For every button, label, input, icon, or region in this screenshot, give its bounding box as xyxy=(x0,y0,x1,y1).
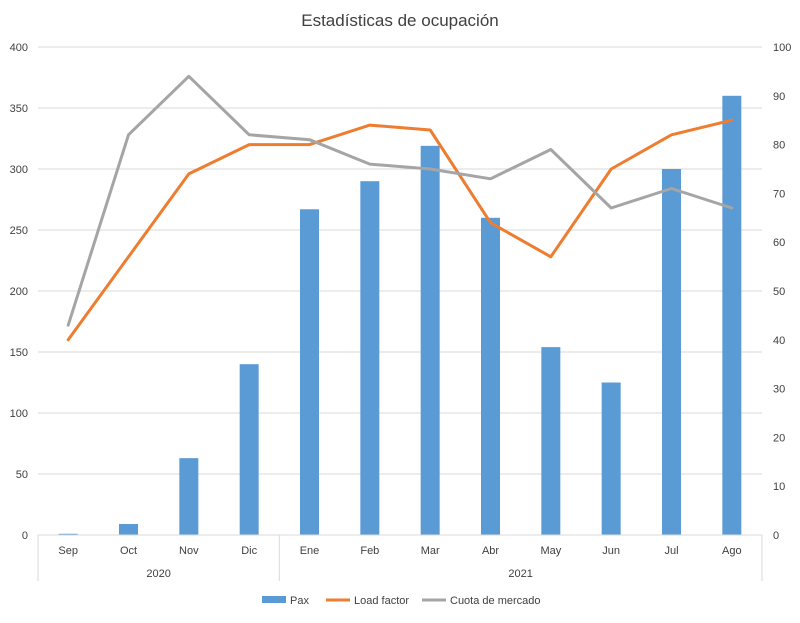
bar-pax xyxy=(58,533,78,535)
y-left-tick-label: 350 xyxy=(10,103,28,115)
y-right-tick-label: 60 xyxy=(773,237,785,249)
legend-label-cuota-de-mercado: Cuota de mercado xyxy=(450,595,541,607)
y-left-tick-label: 200 xyxy=(10,286,28,298)
bar-pax xyxy=(300,209,319,535)
x-tick-label: Jun xyxy=(602,545,620,557)
x-tick-label: Abr xyxy=(482,545,499,557)
bar-pax xyxy=(239,364,259,535)
x-tick-label: Mar xyxy=(421,545,440,557)
y-right-tick-label: 20 xyxy=(773,432,785,444)
x-group-label: 2020 xyxy=(146,568,170,580)
bar-series xyxy=(58,95,742,536)
bar-pax xyxy=(662,169,681,535)
x-tick-label: Dic xyxy=(241,545,257,557)
line-load-factor xyxy=(66,118,734,342)
legend: Pax Load factor Cuota de mercado xyxy=(262,595,541,607)
line-cuota-de-mercado xyxy=(66,74,734,327)
legend-label-load-factor: Load factor xyxy=(354,595,409,607)
x-tick-label: Jul xyxy=(664,545,678,557)
bar-pax xyxy=(119,524,138,535)
y-right-tick-label: 30 xyxy=(773,384,785,396)
gridlines xyxy=(38,46,762,475)
y-left-tick-label: 100 xyxy=(10,408,28,420)
legend-label-pax: Pax xyxy=(290,595,309,607)
y-right-tick-label: 70 xyxy=(773,188,785,200)
y-right-tick-label: 80 xyxy=(773,140,785,152)
y-right-tick-label: 100 xyxy=(773,42,791,54)
x-tick-label: Feb xyxy=(360,545,379,557)
x-tick-label: Ene xyxy=(300,545,320,557)
y-right-tick-label: 10 xyxy=(773,481,785,493)
bar-pax xyxy=(481,217,500,536)
chart-title: Estadísticas de ocupación xyxy=(301,11,499,30)
y-right-tick-label: 50 xyxy=(773,286,785,298)
bar-pax xyxy=(420,145,440,535)
x-tick-label: Ago xyxy=(722,545,742,557)
bar-pax xyxy=(179,458,199,535)
bar-pax xyxy=(722,95,742,536)
y-right-tick-label: 40 xyxy=(773,335,785,347)
x-group-label: 2021 xyxy=(508,568,532,580)
x-tick-label: Oct xyxy=(120,545,137,557)
y-left-tick-label: 0 xyxy=(22,530,28,542)
y-right-tick-label: 90 xyxy=(773,91,785,103)
legend-swatch-pax xyxy=(262,596,286,603)
y-left-tick-label: 150 xyxy=(10,347,28,359)
y-left-tick-label: 300 xyxy=(10,164,28,176)
y-left-tick-label: 250 xyxy=(10,225,28,237)
axes: 0 50 100 150 200 250 300 350 400 0 10 20 30 40 50 60 70 8… xyxy=(10,42,791,581)
y-left-tick-label: 50 xyxy=(16,469,28,481)
y-right-tick-label: 0 xyxy=(773,530,779,542)
bar-pax xyxy=(541,347,561,535)
bar-pax xyxy=(601,382,621,535)
x-tick-label: Nov xyxy=(179,545,199,557)
x-tick-label: May xyxy=(540,545,561,557)
bar-pax xyxy=(360,181,380,535)
line-series xyxy=(66,74,734,342)
x-tick-label: Sep xyxy=(58,545,78,557)
y-left-tick-label: 400 xyxy=(10,42,28,54)
